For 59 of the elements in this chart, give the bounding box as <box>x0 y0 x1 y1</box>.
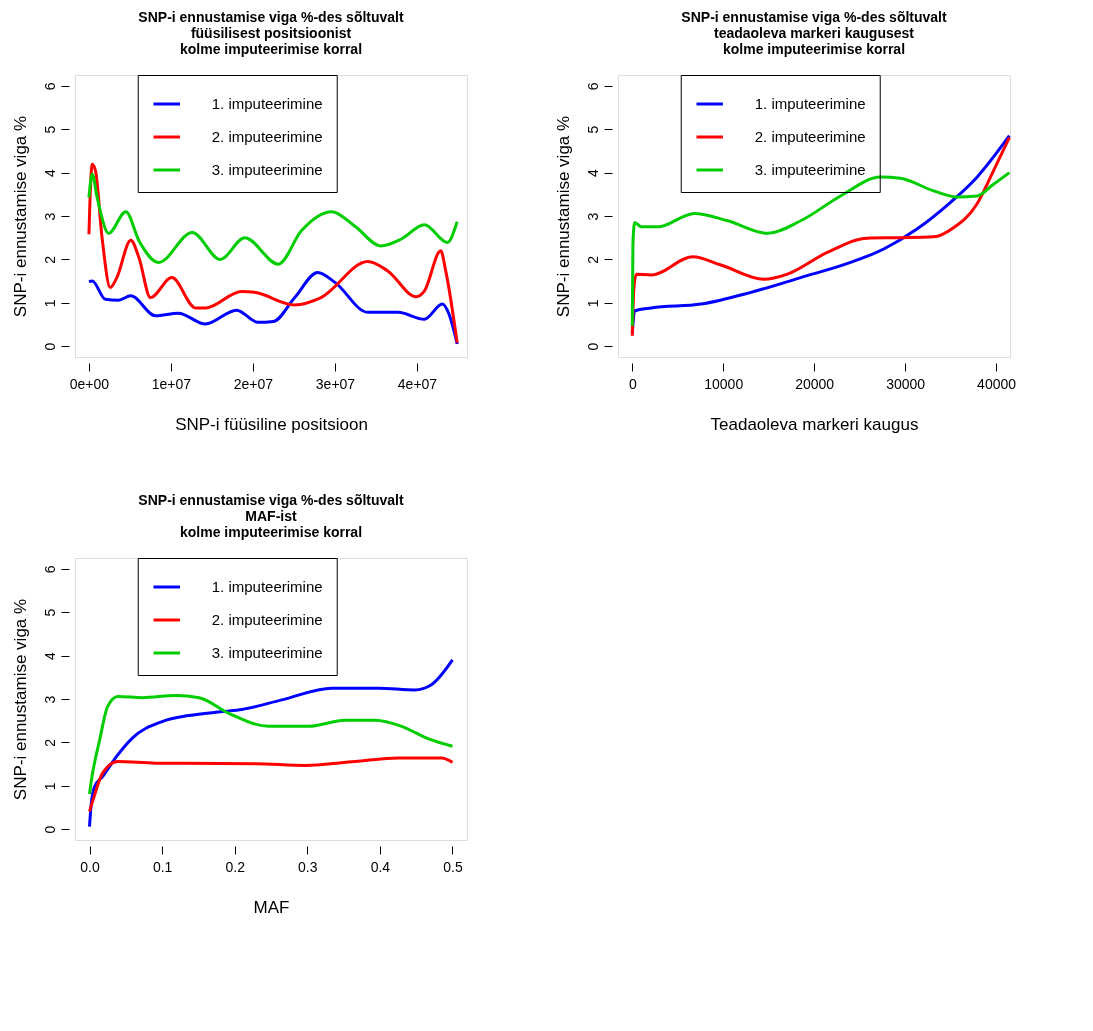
legend-label: 3. imputeerimine <box>211 644 323 661</box>
y-tick-label: 4 <box>584 169 601 178</box>
x-tick-label: 0.3 <box>298 858 318 875</box>
x-axis-title: SNP-i füüsiline positsioon <box>175 414 368 434</box>
y-tick-label: 0 <box>41 825 58 834</box>
x-tick-label: 20000 <box>795 375 835 392</box>
y-tick-label: 6 <box>41 565 58 574</box>
y-tick-label: 4 <box>41 169 58 178</box>
y-tick-label: 5 <box>41 125 58 134</box>
x-tick-label: 0.0 <box>80 858 100 875</box>
x-axis-title: Teadaoleva markeri kaugus <box>710 414 919 434</box>
x-tick-label: 30000 <box>886 375 926 392</box>
y-tick-label: 0 <box>41 342 58 351</box>
y-tick-label: 1 <box>41 299 58 308</box>
line-series <box>88 694 454 796</box>
y-axis-title: SNP-i ennustamise viga % <box>10 115 30 318</box>
legend-label: 3. imputeerimine <box>754 161 866 178</box>
y-tick-label: 5 <box>41 608 58 617</box>
y-tick-label: 2 <box>41 255 58 264</box>
y-tick-label: 0 <box>584 342 601 351</box>
x-tick-label: 2e+07 <box>233 375 274 392</box>
legend-label: 2. imputeerimine <box>211 611 323 628</box>
x-axis-title: MAF <box>253 897 290 917</box>
legend-label: 2. imputeerimine <box>754 128 866 145</box>
x-tick-label: 3e+07 <box>315 375 356 392</box>
x-tick-label: 4e+07 <box>397 375 438 392</box>
y-axis-title: SNP-i ennustamise viga % <box>10 598 30 801</box>
legend-label: 1. imputeerimine <box>754 95 866 112</box>
chart-title: SNP-i ennustamise viga %-des sõltuvalt teadaoleva markeri kaugusest kolme imputeerimise korral <box>681 8 947 57</box>
y-tick-label: 5 <box>584 125 601 134</box>
legend-label: 3. imputeerimine <box>211 161 323 178</box>
x-tick-label: 0.2 <box>225 858 246 875</box>
y-tick-label: 3 <box>41 212 58 221</box>
y-tick-label: 1 <box>584 299 601 308</box>
chart-title: SNP-i ennustamise viga %-des sõltuvalt MAF-ist kolme imputeerimise korral <box>138 491 404 540</box>
x-tick-label: 0e+00 <box>69 375 110 392</box>
y-tick-label: 2 <box>584 255 601 264</box>
legend-label: 1. imputeerimine <box>211 578 323 595</box>
legend-label: 2. imputeerimine <box>211 128 323 145</box>
y-tick-label: 4 <box>41 652 58 661</box>
y-tick-label: 3 <box>41 695 58 704</box>
x-tick-label: 0.4 <box>370 858 391 875</box>
y-tick-label: 1 <box>41 782 58 791</box>
line-series <box>87 270 459 346</box>
line-series <box>88 756 454 813</box>
line-series <box>87 162 459 345</box>
chart-title: SNP-i ennustamise viga %-des sõltuvalt füüsilisest positsioonist kolme imputeerimise korral <box>138 8 404 57</box>
y-tick-label: 6 <box>584 82 601 91</box>
x-tick-label: 0 <box>628 375 637 392</box>
x-tick-label: 10000 <box>704 375 744 392</box>
y-tick-label: 2 <box>41 738 58 747</box>
x-tick-label: 0.1 <box>152 858 173 875</box>
x-tick-label: 1e+07 <box>151 375 192 392</box>
x-tick-label: 40000 <box>977 375 1017 392</box>
legend-label: 1. imputeerimine <box>211 95 323 112</box>
y-tick-label: 3 <box>584 212 601 221</box>
y-tick-label: 6 <box>41 82 58 91</box>
y-axis-title: SNP-i ennustamise viga % <box>553 115 573 318</box>
x-tick-label: 0.5 <box>443 858 463 875</box>
